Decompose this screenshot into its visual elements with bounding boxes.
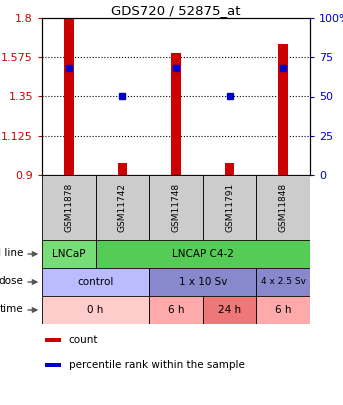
Text: 24 h: 24 h: [218, 305, 241, 315]
Bar: [225, 163, 234, 175]
Bar: [118, 163, 127, 175]
Bar: [64, 18, 74, 175]
Text: percentile rank within the sample: percentile rank within the sample: [69, 360, 245, 370]
Text: 6 h: 6 h: [168, 305, 184, 315]
Text: dose: dose: [0, 275, 23, 286]
Bar: [96, 240, 310, 268]
Bar: [149, 268, 257, 296]
Text: count: count: [69, 335, 98, 345]
Bar: [96, 175, 149, 240]
Text: cell line: cell line: [0, 247, 23, 258]
Text: time: time: [0, 304, 23, 313]
Text: GSM11742: GSM11742: [118, 183, 127, 232]
Text: GSM11878: GSM11878: [64, 183, 73, 232]
Text: 6 h: 6 h: [275, 305, 292, 315]
Bar: [42, 240, 96, 268]
Bar: [149, 296, 203, 324]
Text: 0 h: 0 h: [87, 305, 104, 315]
Bar: [257, 175, 310, 240]
Bar: [257, 296, 310, 324]
Text: 1 x 10 Sv: 1 x 10 Sv: [179, 277, 227, 287]
Text: LNCaP: LNCaP: [52, 249, 85, 259]
Text: GSM11748: GSM11748: [172, 183, 180, 232]
Bar: [45, 339, 61, 342]
Bar: [149, 175, 203, 240]
Text: control: control: [78, 277, 114, 287]
Bar: [279, 44, 288, 175]
Bar: [257, 268, 310, 296]
Title: GDS720 / 52875_at: GDS720 / 52875_at: [111, 4, 241, 17]
Text: LNCAP C4-2: LNCAP C4-2: [172, 249, 234, 259]
Bar: [42, 175, 96, 240]
Bar: [171, 53, 181, 175]
Bar: [42, 268, 149, 296]
Bar: [203, 175, 257, 240]
Bar: [42, 296, 149, 324]
Bar: [203, 296, 257, 324]
Bar: [45, 363, 61, 367]
Text: GSM11848: GSM11848: [279, 183, 288, 232]
Text: GSM11791: GSM11791: [225, 183, 234, 232]
Text: 4 x 2.5 Sv: 4 x 2.5 Sv: [261, 277, 306, 286]
